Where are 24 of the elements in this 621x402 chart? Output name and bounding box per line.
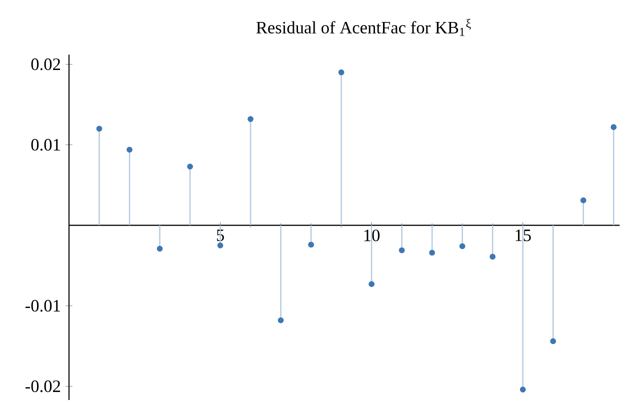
point: [217, 242, 224, 248]
x-tick-label: 10: [364, 230, 380, 242]
point: [368, 281, 375, 288]
y-tick-label: 0.02: [31, 58, 60, 70]
point: [580, 197, 586, 204]
y-tick-label: -0.02: [26, 380, 60, 392]
point: [278, 317, 284, 324]
point: [248, 116, 254, 122]
point: [429, 250, 436, 256]
point: [308, 242, 314, 248]
x-tick-label: 15: [516, 230, 531, 242]
chart-title: Residual of AcentFac for KB$_{1}$ξ: [256, 19, 471, 36]
y-tick-label: 0.01: [31, 138, 60, 151]
point: [156, 246, 163, 252]
point: [338, 69, 344, 76]
point: [490, 254, 496, 260]
point: [126, 146, 132, 153]
point: [187, 164, 193, 170]
y-tick-label: -0.01: [26, 300, 60, 312]
point: [550, 338, 556, 344]
point: [520, 386, 526, 392]
point: [398, 247, 405, 254]
point: [96, 126, 102, 132]
point: [459, 243, 466, 250]
